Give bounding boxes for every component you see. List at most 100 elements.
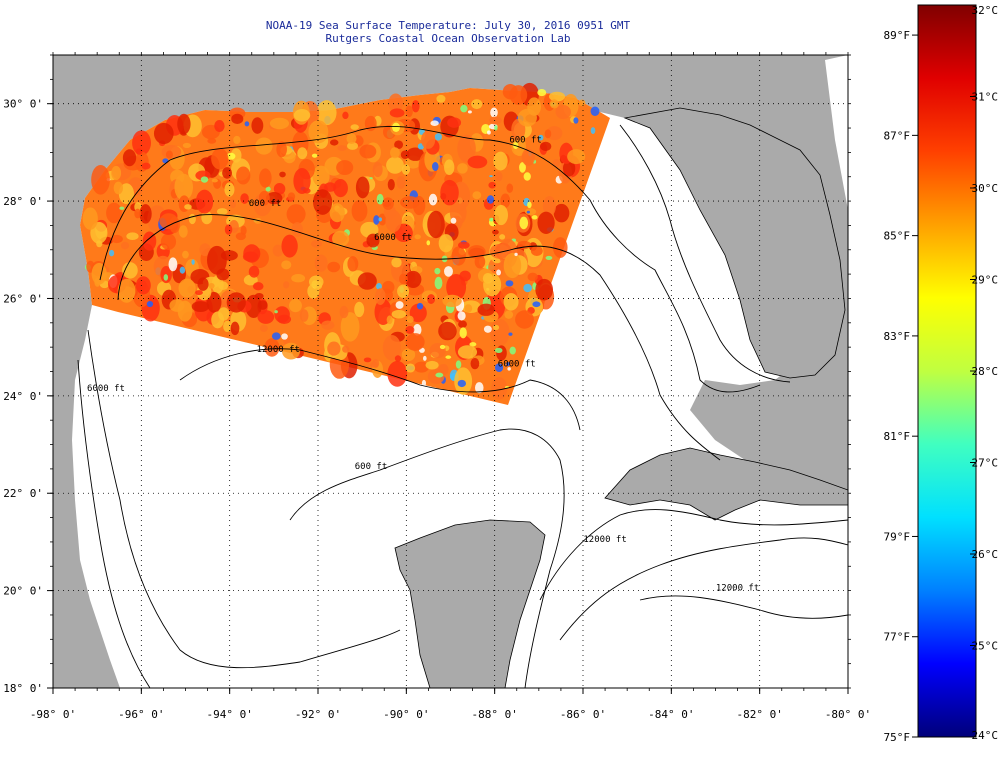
sst-pixel [332, 230, 350, 247]
sst-pixel [354, 301, 365, 318]
sst-pixel [494, 125, 498, 131]
sst-pixel [514, 252, 518, 257]
contour-6000ft-west [87, 329, 401, 669]
sst-pixel [578, 99, 586, 107]
sst-pixel [314, 254, 328, 272]
sst-pixel [297, 147, 308, 160]
atlantic-water [825, 55, 848, 210]
sst-pixel [413, 361, 430, 373]
sst-pixel [243, 244, 261, 263]
sst-pixel [425, 360, 439, 370]
yucatan-land [394, 519, 546, 688]
sst-pixel [146, 300, 154, 308]
sst-pixel [405, 333, 425, 351]
sst-pixel [376, 193, 384, 205]
sst-pixel [552, 237, 568, 258]
sst-pixel [537, 211, 555, 234]
sst-pixel [442, 294, 462, 307]
sst-pixel [308, 120, 329, 144]
sst-pixel [400, 196, 420, 209]
sst-pixel [293, 109, 311, 122]
sst-pixel [537, 89, 547, 97]
sst-pixel [387, 179, 395, 191]
florida-land [623, 107, 846, 379]
celsius-tick-label: 27°C [972, 457, 999, 470]
sst-pixel [188, 213, 196, 225]
sst-pixel [382, 335, 401, 361]
sst-pixel [233, 135, 241, 145]
y-tick-label: 20° 0' [3, 585, 43, 598]
sst-pixel [470, 357, 480, 370]
sst-pixel [446, 274, 467, 301]
sst-pixel [396, 176, 406, 189]
sst-pixel [177, 113, 191, 135]
sst-pixel [400, 150, 410, 160]
sst-pixel [329, 139, 339, 146]
sst-pixel [472, 191, 482, 200]
sst-pixel [258, 190, 270, 206]
contour-label: 12000 ft [716, 584, 759, 594]
sst-pixel [530, 245, 543, 256]
sst-pixel [375, 288, 386, 305]
sst-pixel [532, 301, 541, 308]
sst-pixel [273, 183, 286, 195]
sst-pixel [444, 159, 455, 176]
sst-pixel [492, 229, 499, 235]
sst-pixel [311, 240, 323, 248]
sst-pixel [439, 344, 446, 350]
sst-pixel [333, 179, 348, 198]
sst-pixel [457, 311, 466, 321]
sst-pixel [524, 208, 537, 216]
sst-pixel [496, 269, 501, 276]
sst-pixel [276, 141, 287, 158]
sst-pixel [389, 108, 405, 118]
sst-pixel [252, 282, 264, 291]
sst-pixel [336, 160, 354, 176]
sst-pixel [316, 281, 323, 290]
sst-pixel [427, 210, 445, 239]
sst-pixel [359, 144, 377, 159]
sst-pixel [413, 324, 422, 336]
sst-pixel [82, 207, 98, 230]
sst-pixel [477, 303, 495, 316]
sst-pixel [405, 363, 416, 373]
sst-pixel [182, 250, 189, 259]
celsius-tick-label: 26°C [972, 548, 999, 561]
sst-pixel [488, 181, 496, 189]
sst-pixel [191, 301, 210, 313]
sst-pixel [401, 164, 411, 175]
sst-pixel [211, 178, 218, 183]
contour-label: 12000 ft [257, 345, 300, 355]
sst-pixel [390, 147, 400, 159]
sst-pixel [394, 355, 402, 362]
y-tick-label: 22° 0' [3, 487, 43, 500]
sst-pixel [378, 213, 387, 226]
sst-pixel [302, 188, 311, 194]
sst-pixel [475, 382, 484, 394]
sst-pixel [432, 162, 439, 171]
sst-pixel [117, 278, 136, 303]
contour-label: 600 ft [355, 462, 388, 472]
sst-pixel [329, 203, 345, 223]
sst-pixel [507, 367, 511, 371]
colorbar-fahrenheit-ticks: 89°F 87°F 85°F 83°F 81°F 79°F 77°F 75°F [884, 29, 918, 744]
sst-pixel [259, 324, 268, 332]
sst-pixel [505, 280, 514, 287]
sst-pixel [548, 91, 566, 102]
y-tick-label: 24° 0' [3, 390, 43, 403]
sst-pixel [467, 155, 488, 169]
sst-pixel [122, 262, 138, 279]
sst-pixel [405, 270, 422, 288]
sst-pixel [495, 171, 503, 182]
fahrenheit-tick-label: 79°F [884, 530, 911, 543]
sst-pixel [135, 148, 143, 155]
sst-pixel [508, 332, 513, 336]
sst-pixel [316, 100, 337, 126]
fahrenheit-tick-label: 85°F [884, 230, 911, 243]
sst-pixel [527, 272, 538, 282]
sst-pixel [195, 189, 214, 214]
sst-pixel [405, 326, 415, 334]
sst-pixel [438, 321, 457, 341]
sst-pixel [545, 255, 553, 261]
sst-pixel [255, 137, 273, 155]
